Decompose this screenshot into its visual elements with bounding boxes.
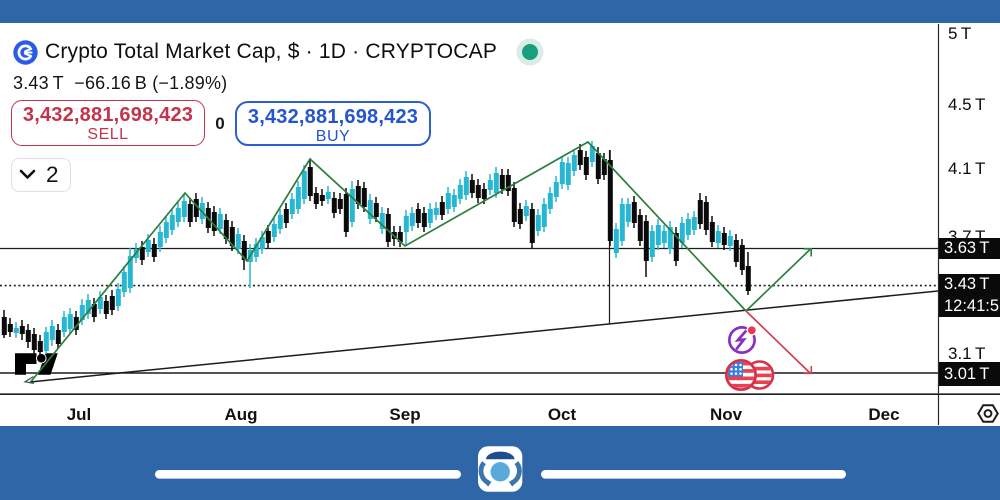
svg-text:2: 2	[46, 162, 59, 187]
